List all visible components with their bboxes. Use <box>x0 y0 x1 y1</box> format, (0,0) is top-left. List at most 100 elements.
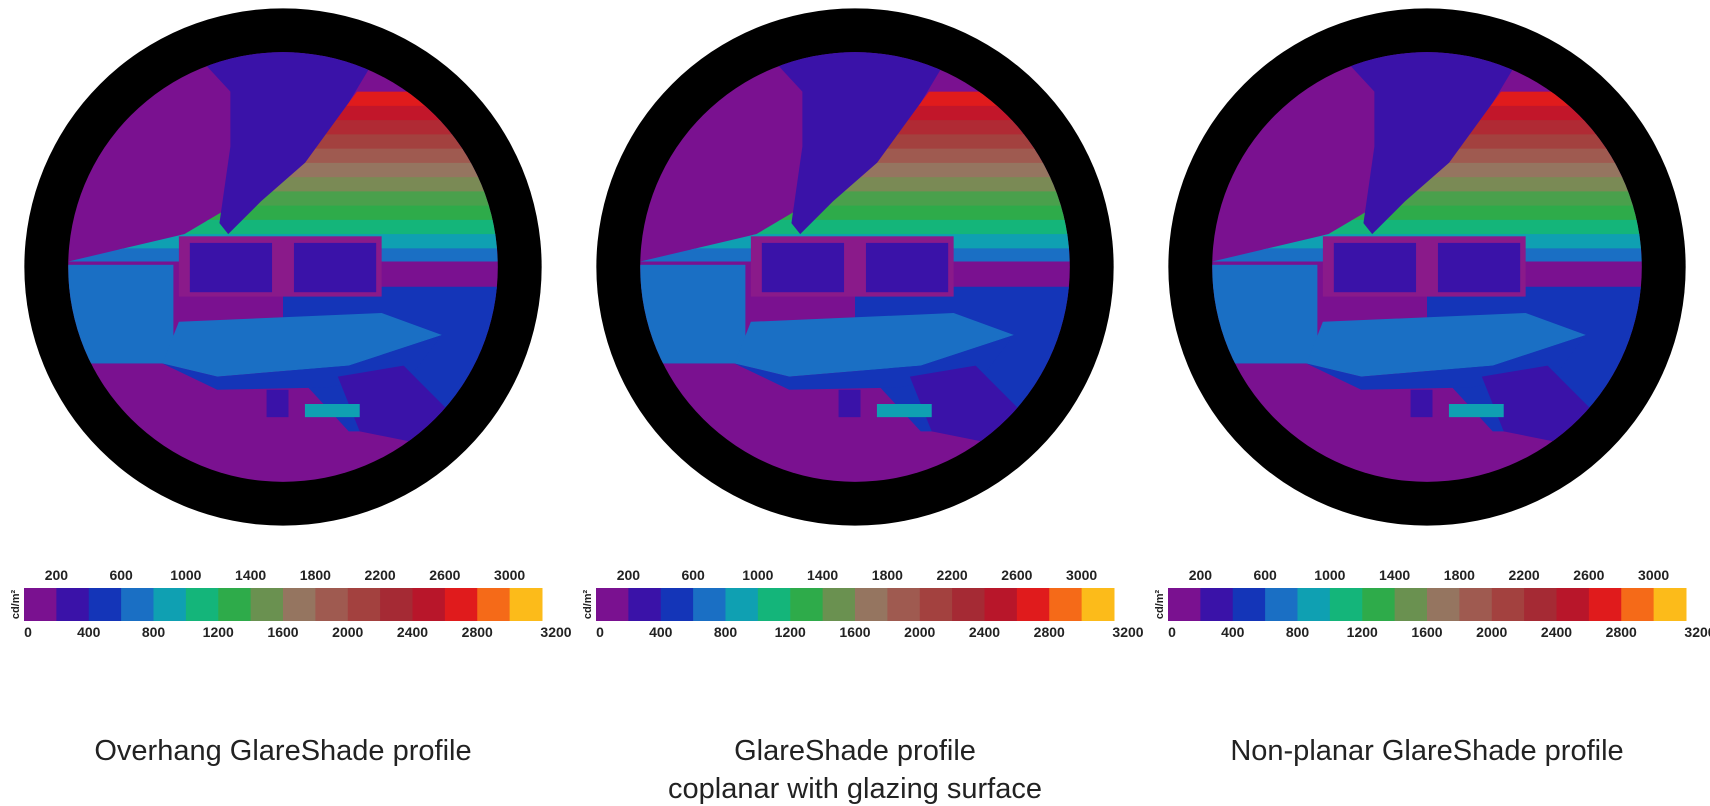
scale-tick-label: 1400 <box>1379 567 1410 583</box>
scale-tick-label: 2800 <box>1606 624 1637 640</box>
color-cell <box>250 588 284 621</box>
color-cell <box>509 588 543 621</box>
scale-tick-label: 3200 <box>540 624 571 640</box>
scale-tick-label: 2600 <box>1001 567 1032 583</box>
scale-tick-label: 2000 <box>1476 624 1507 640</box>
color-cell <box>1016 588 1050 621</box>
panel-caption: GlareShade profile <box>734 735 976 767</box>
panel-caption: Overhang GlareShade profile <box>94 735 471 767</box>
color-cell <box>315 588 349 621</box>
color-cell <box>919 588 953 621</box>
scale-tick-label: 400 <box>649 624 673 640</box>
color-cell <box>757 588 791 621</box>
scale-tick-label: 1800 <box>300 567 331 583</box>
scale-tick-label: 2000 <box>904 624 935 640</box>
scale-tick-label: 2400 <box>397 624 428 640</box>
scale-tick-label: 800 <box>714 624 738 640</box>
color-cell <box>24 588 57 621</box>
color-cell <box>1200 588 1234 621</box>
scale-tick-label: 2600 <box>1573 567 1604 583</box>
color-cell <box>1491 588 1525 621</box>
scale-tick-label: 1200 <box>1347 624 1378 640</box>
scale-tick-label: 400 <box>1221 624 1245 640</box>
fisheye-view <box>1168 8 1685 525</box>
scale-tick-label: 400 <box>77 624 101 640</box>
scale-tick-label: 0 <box>1168 624 1176 640</box>
scale-tick-label: 3000 <box>494 567 525 583</box>
scale-tick-label: 200 <box>45 567 69 583</box>
scale-tick-label: 2400 <box>1541 624 1572 640</box>
color-cell <box>725 588 759 621</box>
color-cell <box>596 588 629 621</box>
scale-tick-label: 1000 <box>1314 567 1345 583</box>
scale-tick-label: 1000 <box>170 567 201 583</box>
scale-tick-label: 600 <box>109 567 133 583</box>
color-cell <box>1427 588 1460 621</box>
scale-tick-label: 2800 <box>1034 624 1065 640</box>
color-cell <box>1232 588 1266 621</box>
scale-tick-label: 1200 <box>775 624 806 640</box>
color-cell <box>56 588 90 621</box>
color-cell <box>855 588 888 621</box>
panel-caption: Non-planar GlareShade profile <box>1230 735 1623 767</box>
color-cell <box>1329 588 1363 621</box>
scale-tick-label: 3000 <box>1066 567 1097 583</box>
scale-unit: cd/m² <box>582 589 594 619</box>
color-cell <box>952 588 985 621</box>
color-cell <box>218 588 252 621</box>
scale-tick-label: 600 <box>1253 567 1277 583</box>
color-cell <box>1524 588 1557 621</box>
color-cell <box>1168 588 1201 621</box>
color-cell <box>887 588 921 621</box>
scale-tick-label: 200 <box>1189 567 1213 583</box>
scale-tick-label: 1400 <box>807 567 838 583</box>
scale-tick-label: 2200 <box>937 567 968 583</box>
color-cell <box>1459 588 1493 621</box>
scale-tick-label: 3200 <box>1684 624 1710 640</box>
color-cell <box>984 588 1018 621</box>
color-cell <box>1588 588 1622 621</box>
scale-tick-label: 2800 <box>462 624 493 640</box>
fisheye-view <box>24 8 541 525</box>
color-cell <box>477 588 511 621</box>
scale-tick-label: 2600 <box>429 567 460 583</box>
scale-tick-label: 1200 <box>203 624 234 640</box>
color-cell <box>790 588 824 621</box>
scale-tick-label: 600 <box>681 567 705 583</box>
color-cell <box>380 588 413 621</box>
color-cell <box>1621 588 1655 621</box>
color-cell <box>153 588 187 621</box>
scale-tick-label: 2200 <box>1509 567 1540 583</box>
scale-unit: cd/m² <box>1154 589 1166 619</box>
scale-tick-label: 0 <box>24 624 32 640</box>
scale-tick-label: 2000 <box>332 624 363 640</box>
color-cell <box>347 588 381 621</box>
color-cell <box>88 588 122 621</box>
scale-tick-label: 3200 <box>1112 624 1143 640</box>
scale-tick-label: 3000 <box>1638 567 1669 583</box>
scale-tick-label: 1600 <box>1411 624 1442 640</box>
scale-tick-label: 1600 <box>839 624 870 640</box>
scale-tick-label: 800 <box>142 624 166 640</box>
scale-tick-label: 1800 <box>1444 567 1475 583</box>
color-cell <box>121 588 154 621</box>
scale-tick-label: 1000 <box>742 567 773 583</box>
scale-tick-label: 1800 <box>872 567 903 583</box>
color-cell <box>628 588 662 621</box>
color-cell <box>1394 588 1428 621</box>
color-cell <box>1653 588 1687 621</box>
scale-tick-label: 1400 <box>235 567 266 583</box>
scale-tick-label: 0 <box>596 624 604 640</box>
color-cell <box>444 588 478 621</box>
scale-tick-label: 800 <box>1286 624 1310 640</box>
color-cell <box>660 588 694 621</box>
color-cell <box>1362 588 1396 621</box>
scale-tick-label: 200 <box>617 567 641 583</box>
color-cell <box>822 588 856 621</box>
color-cell <box>1049 588 1083 621</box>
color-cell <box>283 588 316 621</box>
scale-tick-label: 2400 <box>969 624 1000 640</box>
color-cell <box>1297 588 1331 621</box>
scale-tick-label: 1600 <box>267 624 298 640</box>
